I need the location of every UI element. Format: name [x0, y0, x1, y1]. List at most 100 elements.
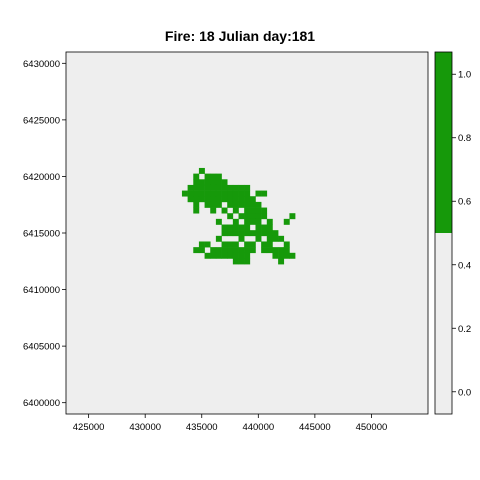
burned-cell: [272, 235, 279, 242]
burned-cell: [249, 230, 256, 237]
burned-cell: [283, 241, 290, 248]
burned-cell: [210, 207, 217, 214]
burned-cell: [255, 190, 262, 197]
burned-cell: [210, 184, 217, 191]
burned-cell: [204, 252, 211, 259]
burned-cell: [227, 252, 234, 259]
burned-cell: [244, 252, 251, 259]
burned-cell: [204, 201, 211, 208]
burned-cell: [215, 179, 222, 186]
x-tick-label: 450000: [356, 422, 388, 433]
colorkey-axis: 0.0 0.2 0.4 0.6 0.8 1.0: [452, 70, 471, 398]
burned-cell: [187, 196, 194, 203]
colorkey-band-low: [435, 233, 452, 414]
burned-cell: [249, 201, 256, 208]
burned-cell: [278, 258, 285, 265]
burned-cell: [193, 190, 200, 197]
burned-cell: [227, 184, 234, 191]
burned-cell: [232, 230, 239, 237]
burned-cell: [215, 235, 222, 242]
burned-cell: [272, 230, 279, 237]
burned-cell: [238, 230, 245, 237]
y-tick-label: 6410000: [23, 285, 60, 296]
burned-cell: [198, 167, 205, 174]
y-tick-label: 6425000: [23, 115, 60, 126]
burned-cell: [261, 213, 268, 220]
burned-cell: [266, 247, 273, 254]
burned-cell: [181, 190, 188, 197]
burned-cell: [283, 252, 290, 259]
burned-cell: [289, 252, 296, 259]
burned-cell: [261, 230, 268, 237]
burned-cell: [215, 184, 222, 191]
y-tick-label: 6415000: [23, 229, 60, 240]
burned-cell: [210, 179, 217, 186]
burned-cell: [255, 224, 262, 231]
burned-cell: [238, 190, 245, 197]
burned-cell: [249, 196, 256, 203]
burned-cell: [227, 224, 234, 231]
burned-cell: [198, 190, 205, 197]
burned-cell: [232, 224, 239, 231]
burned-cell: [227, 241, 234, 248]
burned-cell: [198, 184, 205, 191]
burned-cell: [238, 196, 245, 203]
burned-cell: [249, 213, 256, 220]
colorkey-tick-label: 1.0: [458, 70, 471, 81]
burned-cell: [261, 207, 268, 214]
x-tick-label: 425000: [73, 422, 105, 433]
y-axis: 6400000 6405000 6410000 6415000 6420000 64250…: [23, 59, 66, 409]
burned-cell: [238, 258, 245, 265]
burned-cells: [181, 167, 296, 265]
burned-cell: [278, 252, 285, 259]
burned-cell: [215, 201, 222, 208]
burned-cell: [266, 241, 273, 248]
burned-cell: [244, 258, 251, 265]
colorkey-tick-label: 0.6: [458, 197, 471, 208]
burned-cell: [238, 247, 245, 254]
burned-cell: [278, 235, 285, 242]
burned-cell: [238, 235, 245, 242]
burned-cell: [238, 252, 245, 259]
burned-cell: [232, 252, 239, 259]
burned-cell: [232, 190, 239, 197]
burned-cell: [232, 258, 239, 265]
burned-cell: [249, 207, 256, 214]
burned-cell: [249, 218, 256, 225]
burned-cell: [210, 201, 217, 208]
burned-cell: [244, 241, 251, 248]
burned-cell: [244, 247, 251, 254]
burned-cell: [266, 235, 273, 242]
burned-cell: [215, 173, 222, 180]
burned-cell: [187, 184, 194, 191]
burned-cell: [266, 230, 273, 237]
burned-cell: [232, 207, 239, 214]
burned-cell: [204, 184, 211, 191]
burned-cell: [215, 247, 222, 254]
burned-cell: [232, 184, 239, 191]
burned-cell: [266, 218, 273, 225]
colorkey-bands: [435, 52, 452, 414]
burned-cell: [244, 224, 251, 231]
burned-cell: [244, 201, 251, 208]
map-panel: 425000 430000 435000 440000 445000 450000 640…: [23, 51, 429, 433]
burned-cell: [215, 190, 222, 197]
burned-cell: [272, 247, 279, 254]
burned-cell: [227, 230, 234, 237]
burned-cell: [215, 252, 222, 259]
burned-cell: [232, 247, 239, 254]
burned-cell: [198, 247, 205, 254]
burned-cell: [187, 190, 194, 197]
burned-cell: [238, 201, 245, 208]
burned-cell: [221, 247, 228, 254]
burned-cell: [215, 218, 222, 225]
burned-cell: [283, 218, 290, 225]
burned-cell: [193, 184, 200, 191]
burned-cell: [198, 241, 205, 248]
x-tick-label: 445000: [299, 422, 331, 433]
burned-cell: [232, 201, 239, 208]
burned-cell: [261, 224, 268, 231]
burned-cell: [204, 179, 211, 186]
x-tick-label: 435000: [186, 422, 218, 433]
burned-cell: [198, 196, 205, 203]
